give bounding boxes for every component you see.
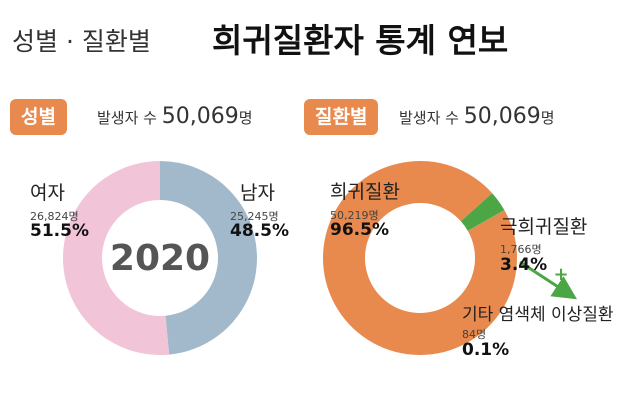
gender-donut [62, 161, 257, 355]
slice-count-label: 26,824명 [30, 210, 79, 223]
slice-label: 여자 [30, 182, 65, 204]
plus-annotation: + [553, 264, 568, 285]
slice-label: 희귀질환 [330, 181, 400, 203]
slice-label: 극희귀질환 [500, 216, 588, 238]
patients-label: 발생자 수 [97, 109, 157, 127]
patients-value: 50,069 [161, 104, 239, 129]
disease-badge: 질환별 [304, 99, 379, 135]
patients-unit: 명 [540, 109, 555, 127]
slice-percent-label: 3.4% [500, 255, 548, 275]
slice-percent-label: 48.5% [230, 221, 289, 241]
gender-badge: 성별 [10, 99, 67, 135]
patients-value: 50,069 [463, 104, 541, 129]
patients-unit: 명 [238, 109, 253, 127]
donut-slice-2 [467, 209, 505, 232]
slice-count-label: 84명 [462, 328, 487, 341]
slice-label: 남자 [240, 182, 275, 204]
slice-percent-label: 0.1% [462, 340, 510, 360]
donut-slice-1 [160, 161, 257, 355]
gender-patients: 발생자 수 50,069명 [97, 104, 253, 129]
slice-count-label: 1,766명 [500, 243, 542, 256]
slice-label: 기타 염색체 이상질환 [462, 305, 614, 325]
page-title: 희귀질환자 통계 연보 [212, 21, 509, 60]
patients-label: 발생자 수 [399, 109, 459, 127]
slice-count-label: 50,219명 [330, 209, 379, 222]
slice-percent-label: 51.5% [30, 221, 89, 241]
donut-slice-2 [62, 161, 170, 355]
donut-slice-3 [323, 161, 518, 356]
donut-slice-1 [460, 193, 505, 231]
center-year-label: 2020 [110, 238, 210, 279]
callout-arrow [519, 260, 578, 300]
slice-percent-label: 96.5% [330, 220, 389, 240]
slice-count-label: 25,245명 [230, 210, 279, 223]
disease-patients: 발생자 수 50,069명 [399, 104, 555, 129]
disease-donut [323, 161, 518, 356]
page-subtitle: 성별 · 질환별 [12, 27, 151, 56]
